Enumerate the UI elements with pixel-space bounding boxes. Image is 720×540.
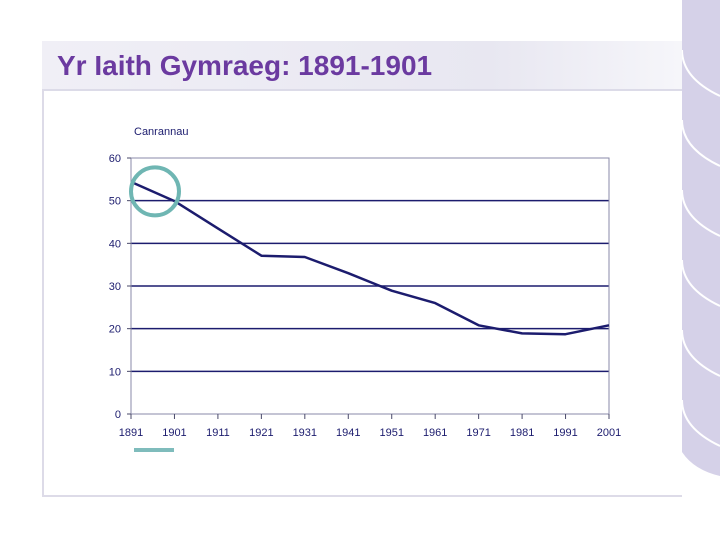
- gridlines: [131, 199, 609, 373]
- y-axis-label: Canrannau: [134, 126, 188, 138]
- slide-title: Yr Iaith Gymraeg: 1891-1901: [57, 50, 433, 81]
- legend-swatch: [134, 448, 174, 452]
- series-line-0: [130, 180, 610, 336]
- x-tick-label: 1951: [379, 427, 403, 439]
- x-tick-label: 1931: [293, 427, 317, 439]
- series-layer: [129, 165, 610, 336]
- y-tick-label: 40: [109, 238, 121, 250]
- y-tick-label: 20: [109, 324, 121, 336]
- x-tick-label: 2001: [597, 427, 621, 439]
- x-tick-label: 1911: [206, 427, 230, 439]
- content-frame: [42, 89, 682, 497]
- x-tick-label: 1921: [249, 427, 273, 439]
- x-tick-label: 1971: [466, 427, 490, 439]
- x-tick-label: 1981: [510, 427, 534, 439]
- x-tick-label: 1991: [553, 427, 577, 439]
- y-tick-label: 30: [109, 281, 121, 293]
- x-tick-label: 1891: [119, 427, 143, 439]
- y-tick-label: 0: [115, 409, 121, 421]
- x-tick-label: 1961: [423, 427, 447, 439]
- title-bar: Yr Iaith Gymraeg: 1891-1901: [42, 41, 682, 91]
- decorative-side-tabs: [681, 0, 720, 476]
- x-tick-label: 1941: [336, 427, 360, 439]
- x-tick-label: 1901: [162, 427, 186, 439]
- y-tick-label: 60: [109, 153, 121, 165]
- tick-labels: 0 10 20 30 40 50 60 1891 1901 1911 1921 1931 1941 195…: [109, 153, 621, 439]
- highlight-circle: [129, 165, 181, 218]
- y-tick-label: 10: [109, 366, 121, 378]
- y-tick-label: 50: [109, 196, 121, 208]
- axes: [127, 157, 610, 419]
